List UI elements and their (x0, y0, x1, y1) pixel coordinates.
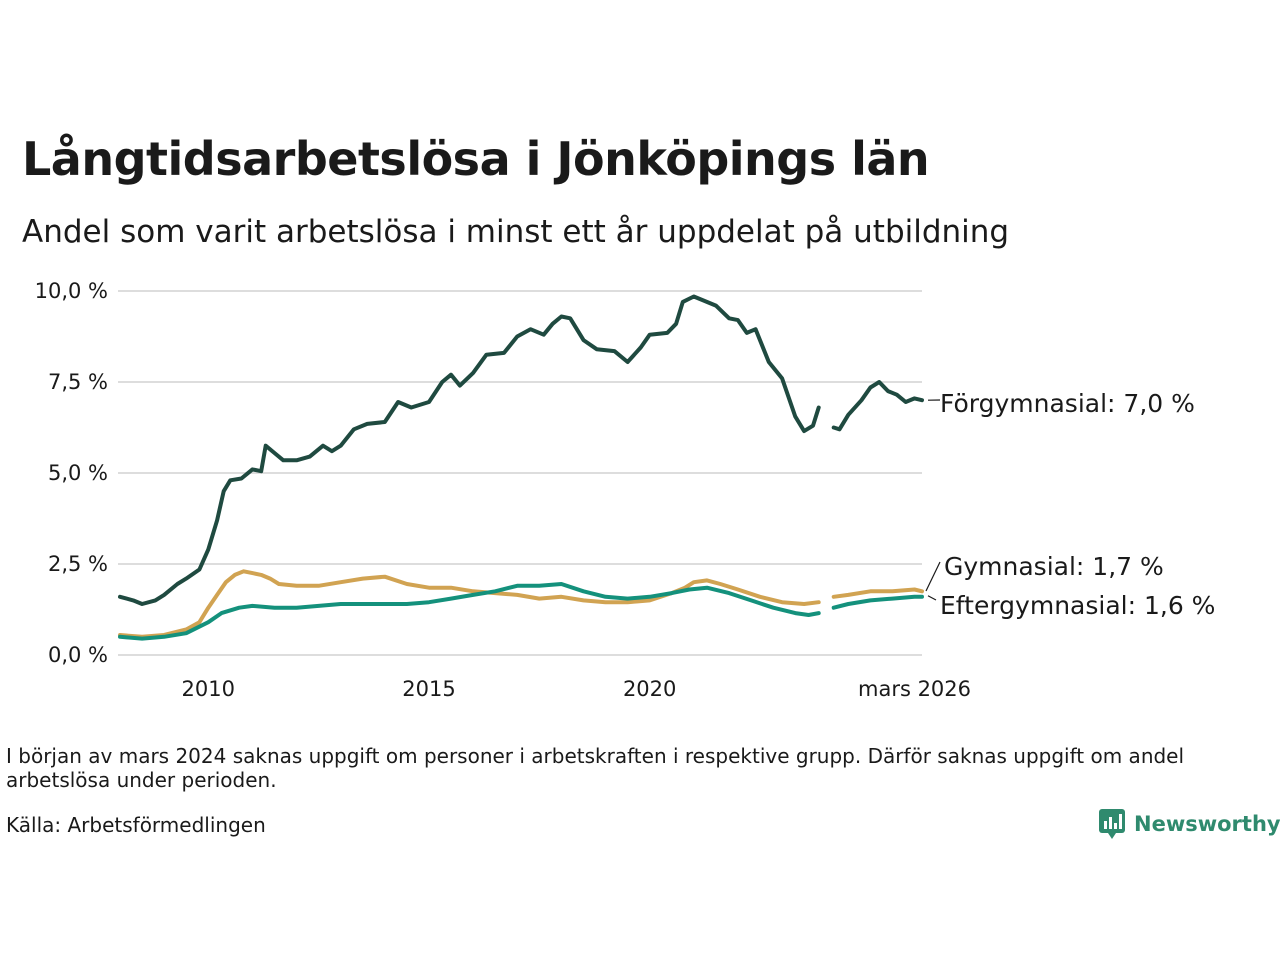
series-end-label-förgymnasial: Förgymnasial: 7,0 % (940, 389, 1195, 418)
y-tick-label: 2,5 % (48, 552, 108, 576)
series-line-gymnasial (118, 569, 821, 639)
series-end-label-gymnasial: Gymnasial: 1,7 % (944, 552, 1164, 581)
y-tick-label: 0,0 % (48, 643, 108, 667)
label-leader-line (925, 561, 941, 592)
y-tick-label: 10,0 % (35, 279, 108, 303)
chart-title: Långtidsarbetslösa i Jönköpings län (22, 132, 930, 186)
source-credit: Källa: Arbetsförmedlingen (6, 813, 266, 837)
series-end-labels: Förgymnasial: 7,0 % Gymnasial: 1,7 % Efter… (925, 389, 1215, 620)
series-line-förgymnasial (831, 380, 924, 432)
series-line-förgymnasial (118, 294, 821, 606)
y-tick-label: 5,0 % (48, 461, 108, 485)
footnote: I början av mars 2024 saknas uppgift om … (6, 744, 1185, 792)
x-axis-ticks: 2010 2015 2020 mars 2026 (182, 677, 971, 701)
x-tick-label: mars 2026 (858, 677, 971, 701)
grid-lines (118, 290, 922, 656)
y-tick-label: 7,5 % (48, 370, 108, 394)
series-lines (118, 294, 924, 641)
x-tick-label: 2010 (182, 677, 235, 701)
y-axis-ticks: 0,0 % 2,5 % 5,0 % 7,5 % 10,0 % (35, 279, 108, 667)
x-tick-label: 2020 (623, 677, 676, 701)
newsworthy-logo-text: Newsworthy (1134, 812, 1280, 836)
chart-subtitle: Andel som varit arbetslösa i minst ett å… (22, 214, 1010, 250)
line-chart: 0,0 % 2,5 % 5,0 % 7,5 % 10,0 % 2010 2015 2020 m… (35, 279, 1216, 701)
series-line-eftergymnasial (831, 594, 924, 610)
label-leader-line (927, 595, 937, 601)
series-line-eftergymnasial (118, 582, 821, 641)
newsworthy-logo: Newsworthy (1098, 808, 1280, 840)
series-line-gymnasial (831, 587, 924, 599)
series-end-label-eftergymnasial: Eftergymnasial: 1,6 % (940, 591, 1215, 620)
newsworthy-logo-icon (1099, 809, 1125, 839)
x-tick-label: 2015 (402, 677, 455, 701)
